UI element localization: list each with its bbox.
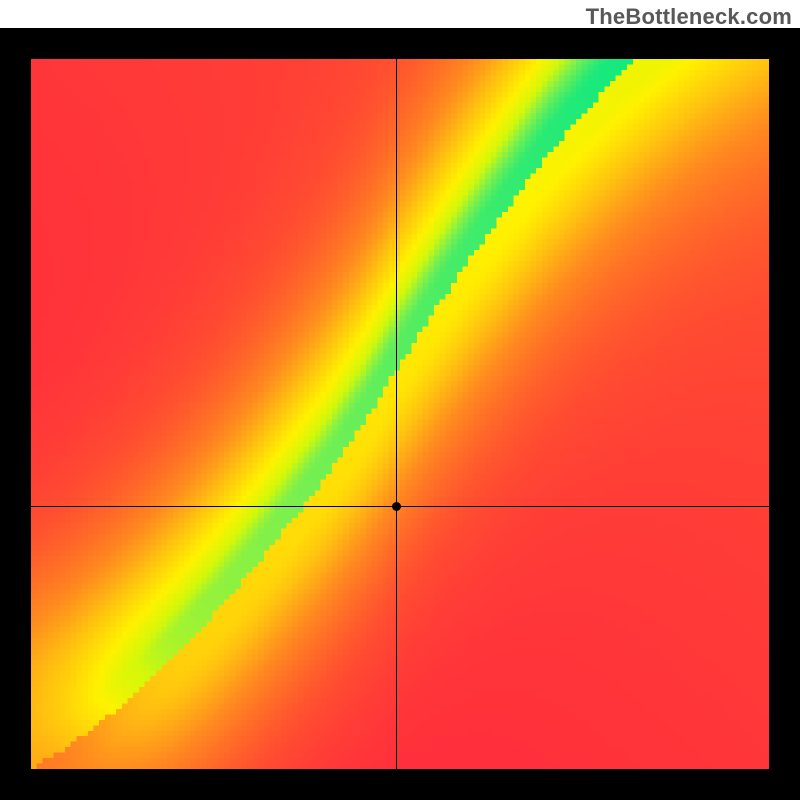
watermark-text: TheBottleneck.com <box>586 4 792 30</box>
chart-outer-frame <box>0 28 800 800</box>
heatmap-plot-area <box>31 59 769 769</box>
chart-container: TheBottleneck.com <box>0 0 800 800</box>
heatmap-canvas <box>31 59 769 769</box>
crosshair-vertical-line <box>396 59 397 769</box>
crosshair-dot <box>392 502 401 511</box>
